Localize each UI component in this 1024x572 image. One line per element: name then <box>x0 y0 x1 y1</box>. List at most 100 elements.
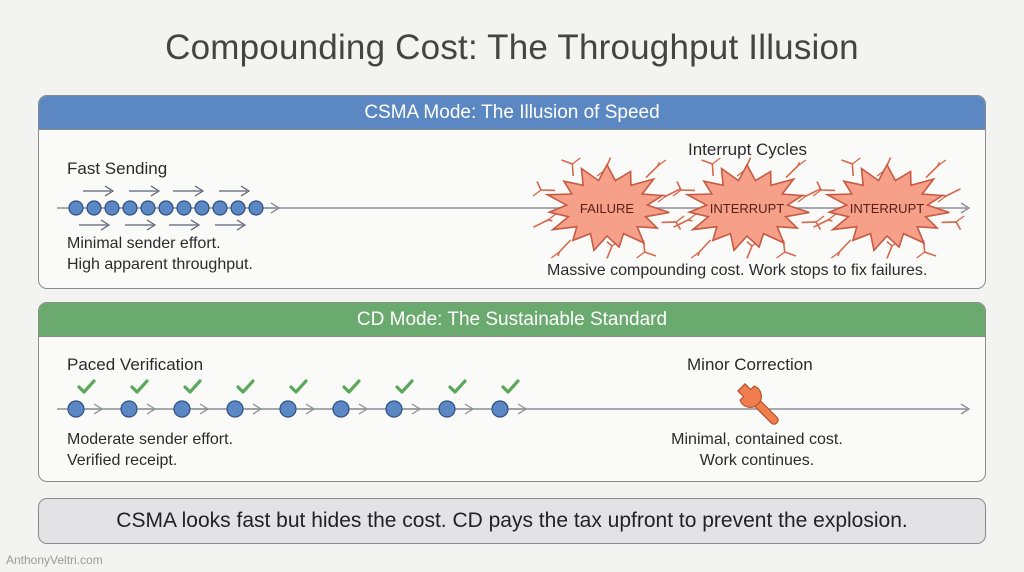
step-arrow-head <box>93 403 104 415</box>
cd-panel-header: CD Mode: The Sustainable Standard <box>39 303 985 337</box>
interrupt-cycles-label: Interrupt Cycles <box>688 140 808 159</box>
csma-right-caption: Massive compounding cost. Work stops to … <box>547 262 928 279</box>
check-icon <box>448 379 467 394</box>
step-arrow-head <box>252 403 263 415</box>
packet-dot <box>279 400 297 418</box>
step-arrow-head <box>411 403 422 415</box>
packet-dot <box>158 200 174 216</box>
packet-dot <box>122 200 138 216</box>
fast-sending-label: Fast Sending <box>67 159 168 178</box>
csma-panel-header: CSMA Mode: The Illusion of Speed <box>39 96 985 130</box>
cd-panel: CD Mode: The Sustainable Standard Paced … <box>38 302 986 482</box>
check-icon <box>130 379 149 394</box>
csma-diagram: FAILURE INTERRUPT INTERRUPT <box>57 157 971 259</box>
crack-line <box>886 240 893 259</box>
packet-dot <box>173 400 191 418</box>
check-icon <box>289 379 308 394</box>
packet-dot <box>140 200 156 216</box>
packet-dot <box>67 400 85 418</box>
packet-dot <box>68 200 84 216</box>
motion-arrow-head <box>236 219 247 231</box>
crack-line <box>676 181 696 192</box>
motion-arrow-head <box>194 185 205 197</box>
crack-line <box>922 239 937 257</box>
step-arrow-head <box>464 403 475 415</box>
packet-stream-arrow-head <box>270 202 281 214</box>
crack-line <box>941 221 962 231</box>
packet-dot <box>104 200 120 216</box>
check-icon <box>501 379 520 394</box>
check-icon <box>183 379 202 394</box>
burst-label: INTERRUPT <box>710 201 784 216</box>
crack-line <box>606 240 613 259</box>
crack-line <box>642 239 657 257</box>
packet-dot <box>385 400 403 418</box>
crack-line <box>841 159 854 177</box>
crack-branch <box>687 213 697 221</box>
crack-branch <box>550 251 560 259</box>
step-arrow-head <box>146 403 157 415</box>
cd-right-caption-2: Work continues. <box>699 452 815 469</box>
paced-verification-label: Paced Verification <box>67 355 204 374</box>
cd-right-caption-1: Minimal, contained cost. <box>671 431 843 448</box>
crack-branch <box>711 157 721 165</box>
crack-branch <box>955 215 965 223</box>
crack-branch <box>916 251 926 259</box>
packet-dot <box>226 400 244 418</box>
crack-branch <box>815 215 825 223</box>
crack-branch <box>532 189 542 197</box>
check-icon <box>77 379 96 394</box>
cd-timeline-head <box>960 403 971 415</box>
packet-dot <box>248 200 264 216</box>
step-arrow-head <box>517 403 528 415</box>
step-arrow-head <box>358 403 369 415</box>
packet-dot <box>86 200 102 216</box>
packet-dot <box>120 400 138 418</box>
check-icon <box>342 379 361 394</box>
cd-diagram <box>57 379 971 425</box>
burst-label: FAILURE <box>580 201 635 216</box>
crack-line <box>941 188 961 197</box>
interrupt-burst: INTERRUPT <box>672 157 825 259</box>
motion-arrow-head <box>190 219 201 231</box>
crack-line <box>557 239 572 257</box>
interrupt-burst: INTERRUPT <box>812 157 965 259</box>
cd-left-caption-2: Verified receipt. <box>67 452 178 469</box>
crack-branch <box>776 251 786 259</box>
packet-dot <box>176 200 192 216</box>
burst-shape <box>824 163 950 252</box>
wrench-icon <box>737 383 779 425</box>
crack-branch <box>571 157 581 165</box>
crack-line <box>533 219 553 228</box>
crack-branch <box>547 213 557 221</box>
step-arrow-head <box>199 403 210 415</box>
cd-left-caption-1: Moderate sender effort. <box>67 431 234 448</box>
crack-line <box>697 239 712 257</box>
crack-line <box>746 240 753 259</box>
crack-line <box>536 181 556 192</box>
crack-branch <box>830 251 840 259</box>
crack-branch <box>851 157 861 165</box>
crack-branch <box>690 251 700 259</box>
crack-line <box>645 162 661 179</box>
burst-label: INTERRUPT <box>850 201 924 216</box>
crack-line <box>782 239 797 257</box>
crack-line <box>785 162 801 179</box>
crack-branch <box>672 189 682 197</box>
crack-line <box>837 239 852 257</box>
packet-dot <box>230 200 246 216</box>
step-arrow-head <box>305 403 316 415</box>
check-icon <box>395 379 414 394</box>
packet-dot <box>194 200 210 216</box>
motion-arrow-head <box>104 185 115 197</box>
summary-banner: CSMA looks fast but hides the cost. CD p… <box>38 498 986 544</box>
crack-branch <box>636 251 646 259</box>
crack-branch <box>675 215 685 223</box>
check-icon <box>236 379 255 394</box>
crack-line <box>925 162 941 179</box>
crack-branch <box>812 189 822 197</box>
crack-branch <box>657 195 667 203</box>
page-title: Compounding Cost: The Throughput Illusio… <box>165 28 859 67</box>
crack-branch <box>827 213 837 221</box>
motion-arrow-head <box>146 219 157 231</box>
